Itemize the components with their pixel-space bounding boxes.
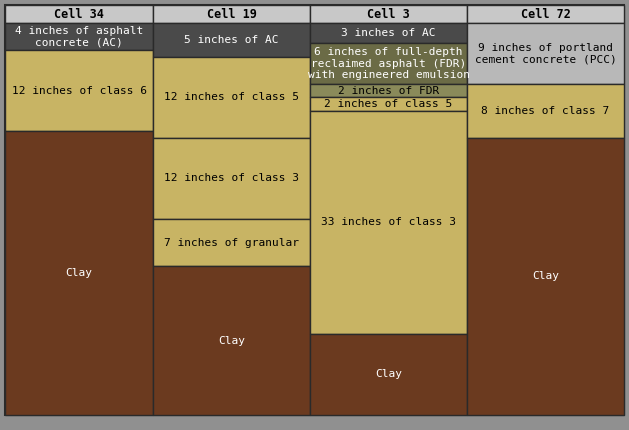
Bar (467, 84, 624, 138)
Text: Clay: Clay (65, 268, 92, 278)
Bar (153, 266, 310, 415)
Bar (310, 97, 467, 111)
Text: Cell 19: Cell 19 (206, 7, 257, 21)
Text: 2 inches of FDR: 2 inches of FDR (338, 86, 439, 95)
Bar (153, 23, 310, 57)
Text: Clay: Clay (375, 369, 402, 379)
Text: Cell 72: Cell 72 (521, 7, 571, 21)
Text: 7 inches of granular: 7 inches of granular (164, 238, 299, 248)
Bar (310, 23, 467, 43)
Bar (5, 5, 153, 23)
Bar (5, 131, 153, 415)
Text: 12 inches of class 3: 12 inches of class 3 (164, 173, 299, 184)
Bar (153, 57, 310, 138)
Text: Cell 34: Cell 34 (54, 7, 104, 21)
Text: Clay: Clay (532, 271, 559, 282)
Text: 33 inches of class 3: 33 inches of class 3 (321, 218, 456, 227)
Text: 8 inches of class 7: 8 inches of class 7 (481, 106, 610, 116)
Bar (5, 23, 153, 50)
Text: Clay: Clay (218, 336, 245, 346)
Text: Cell 3: Cell 3 (367, 7, 410, 21)
Bar (310, 43, 467, 84)
Text: 3 inches of AC: 3 inches of AC (342, 28, 436, 38)
Bar (467, 5, 624, 23)
Text: 12 inches of class 5: 12 inches of class 5 (164, 92, 299, 102)
Bar (153, 5, 310, 23)
Text: 5 inches of AC: 5 inches of AC (184, 35, 279, 45)
Bar (310, 84, 467, 97)
Text: 6 inches of full-depth
reclaimed asphalt (FDR)
with engineered emulsion: 6 inches of full-depth reclaimed asphalt… (308, 47, 469, 80)
Bar (310, 111, 467, 334)
Text: 4 inches of asphalt
concrete (AC): 4 inches of asphalt concrete (AC) (15, 26, 143, 47)
Bar (467, 23, 624, 84)
Bar (153, 138, 310, 219)
Bar (310, 5, 467, 23)
Bar (5, 50, 153, 131)
Bar (467, 138, 624, 415)
Text: 9 inches of portland
cement concrete (PCC): 9 inches of portland cement concrete (PC… (475, 43, 616, 64)
Bar (153, 219, 310, 266)
Text: 2 inches of class 5: 2 inches of class 5 (325, 99, 453, 109)
Text: 12 inches of class 6: 12 inches of class 6 (11, 86, 147, 95)
Bar (310, 334, 467, 415)
